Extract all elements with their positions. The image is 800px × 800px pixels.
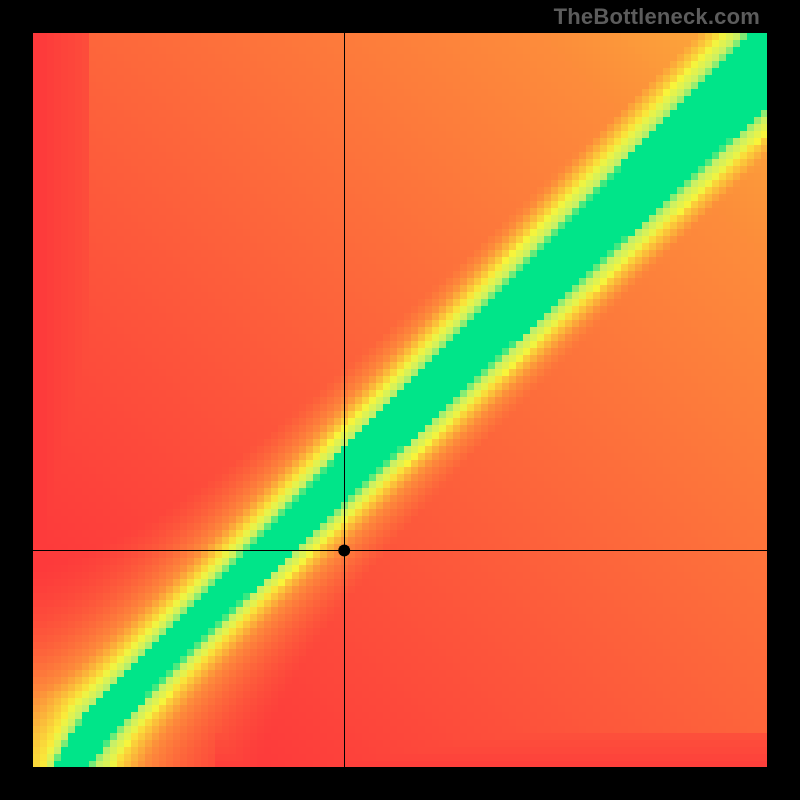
watermark-text: TheBottleneck.com <box>554 4 760 30</box>
chart-container: TheBottleneck.com <box>0 0 800 800</box>
heatmap-canvas <box>0 0 800 800</box>
